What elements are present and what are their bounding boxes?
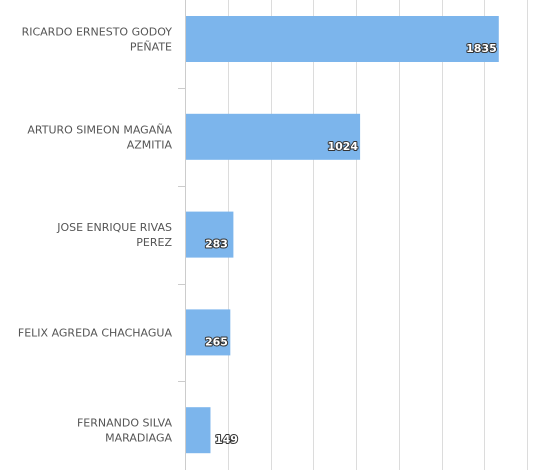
category-label-line: MARADIAGA — [105, 432, 172, 445]
category-label-line: FERNANDO SILVA — [77, 417, 172, 430]
bar[interactable] — [186, 211, 234, 258]
category-label: JOSE ENRIQUE RIVAS PEREZ — [56, 221, 172, 249]
bar[interactable] — [186, 407, 211, 454]
axis-layer — [178, 0, 186, 470]
data-label: 1024 — [327, 140, 358, 153]
category-label: ARTURO SIMEON MAGAÑA AZMITIA — [27, 123, 172, 151]
bar-layer — [186, 16, 499, 454]
bar[interactable] — [186, 113, 361, 160]
data-label: 265 — [205, 335, 228, 348]
category-label-line: PEÑATE — [130, 41, 172, 54]
label-layer: 1835 RICARDO ERNESTO GODOY PEÑATE 1024 ARTUR… — [18, 26, 498, 448]
data-label: 149 — [215, 433, 238, 446]
bar[interactable] — [186, 309, 231, 356]
category-label-line: PEREZ — [136, 236, 172, 249]
grid-layer — [228, 0, 528, 470]
bar[interactable] — [186, 16, 499, 62]
category-label-line: ARTURO SIMEON MAGAÑA — [27, 123, 172, 136]
category-label-line: JOSE ENRIQUE RIVAS — [56, 221, 172, 234]
category-label: FERNANDO SILVA MARADIAGA — [77, 417, 172, 445]
category-label-line: RICARDO ERNESTO GODOY — [22, 26, 173, 39]
category-label-line: FELIX AGREDA CHACHAGUA — [18, 326, 173, 339]
category-label-line: AZMITIA — [127, 138, 173, 151]
category-label: FELIX AGREDA CHACHAGUA — [18, 326, 173, 339]
data-label: 1835 — [466, 42, 497, 55]
data-label: 283 — [205, 238, 228, 251]
category-label: RICARDO ERNESTO GODOY PEÑATE — [22, 26, 173, 54]
